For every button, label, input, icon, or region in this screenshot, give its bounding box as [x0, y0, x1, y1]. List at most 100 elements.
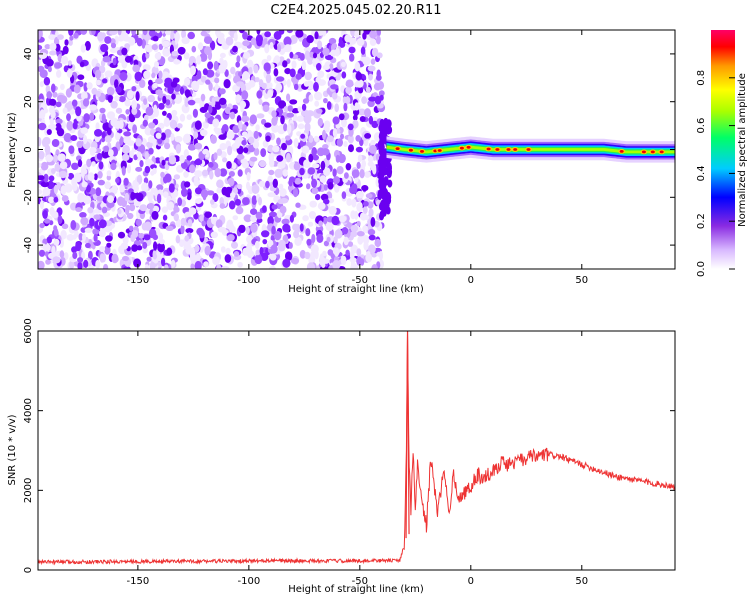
noise-cell	[80, 62, 85, 67]
noise-cell	[160, 172, 165, 178]
noise-cell	[343, 103, 347, 111]
noise-cell	[267, 55, 272, 61]
noise-cell	[298, 106, 302, 112]
noise-cell	[59, 171, 67, 178]
noise-cell	[232, 162, 237, 169]
noise-cell	[356, 191, 364, 198]
noise-cell	[256, 34, 263, 44]
noise-cell	[123, 33, 128, 42]
noise-cell	[250, 223, 257, 232]
noise-cell	[234, 251, 240, 257]
noise-cell	[291, 61, 296, 69]
noise-cell	[114, 95, 119, 101]
noise-cell	[316, 234, 323, 243]
noise-cell	[225, 254, 232, 263]
noise-cell	[129, 204, 135, 211]
noise-cell	[184, 77, 190, 85]
noise-cell	[130, 192, 135, 201]
noise-cell	[324, 184, 328, 190]
noise-cell	[184, 52, 190, 59]
noise-cell	[270, 254, 277, 261]
noise-cell	[119, 185, 125, 193]
y-tick-label: 0	[23, 146, 34, 152]
noise-cell	[332, 260, 340, 270]
noise-cell	[68, 145, 74, 154]
noise-cell	[135, 72, 143, 82]
noise-cell	[296, 73, 302, 80]
noise-cell	[70, 220, 76, 230]
noise-cell	[357, 221, 361, 226]
noise-cell	[125, 109, 129, 115]
noise-cell	[271, 117, 277, 126]
noise-cell	[253, 65, 258, 74]
noise-cell	[327, 135, 334, 142]
noise-cell	[352, 169, 360, 178]
noise-cell	[87, 82, 93, 89]
noise-cell	[363, 241, 368, 250]
signal-peak-core	[527, 148, 531, 151]
noise-cell	[194, 245, 199, 252]
noise-cell	[80, 127, 88, 134]
noise-cell	[278, 242, 286, 252]
noise-cell	[243, 52, 250, 59]
noise-cell	[135, 167, 142, 172]
noise-cell	[369, 30, 377, 38]
noise-cell	[110, 163, 116, 170]
noise-cell	[45, 154, 53, 162]
noise-cell	[316, 63, 321, 71]
noise-cell	[83, 98, 89, 106]
noise-cell	[232, 46, 238, 53]
noise-cell	[306, 35, 314, 43]
noise-cell	[192, 46, 197, 53]
noise-cell	[242, 40, 249, 46]
noise-cell	[122, 154, 130, 161]
noise-cell	[47, 129, 52, 135]
noise-cell	[216, 188, 221, 194]
noise-cell	[361, 96, 367, 104]
noise-cell	[156, 133, 162, 139]
noise-cell	[341, 255, 347, 265]
colorbar-tick-label: 0.4	[696, 165, 707, 181]
noise-cell	[193, 109, 198, 118]
noise-cell	[44, 219, 50, 224]
noise-cell	[332, 92, 338, 99]
noise-cell	[158, 71, 162, 80]
noise-cell	[243, 147, 248, 153]
noise-cell	[242, 71, 249, 80]
noise-cell	[286, 113, 294, 118]
noise-cell	[204, 211, 212, 218]
noise-cell	[53, 154, 58, 162]
noise-cell	[131, 86, 136, 91]
noise-cell	[303, 98, 309, 104]
noise-cell	[75, 207, 82, 212]
noise-cell	[285, 135, 291, 140]
noise-cell	[364, 133, 371, 139]
y-tick-label: 4000	[23, 398, 34, 423]
noise-cell	[142, 242, 147, 249]
noise-cell	[80, 217, 88, 225]
noise-cell	[191, 81, 199, 91]
noise-cell	[95, 260, 100, 269]
noise-cell	[131, 27, 136, 36]
y-tick-label: -20	[23, 189, 34, 205]
noise-cell	[295, 203, 300, 208]
noise-cell	[332, 168, 336, 177]
noise-cell	[277, 44, 281, 52]
noise-cell	[289, 99, 297, 104]
noise-cell	[360, 258, 364, 265]
x-tick-label: 50	[575, 275, 588, 286]
noise-cell	[155, 53, 162, 60]
noise-cell	[166, 201, 174, 210]
x-tick-label: -150	[127, 275, 150, 286]
noise-cell	[287, 124, 292, 134]
noise-cell	[195, 187, 202, 194]
noise-cell	[218, 227, 226, 233]
noise-cell	[37, 137, 42, 147]
noise-cell	[111, 43, 116, 49]
noise-cell	[138, 233, 144, 239]
noise-cell	[230, 192, 235, 198]
noise-cell	[83, 135, 87, 144]
noise-cell	[375, 239, 382, 247]
noise-cell	[189, 56, 193, 65]
noise-cell	[341, 62, 346, 67]
